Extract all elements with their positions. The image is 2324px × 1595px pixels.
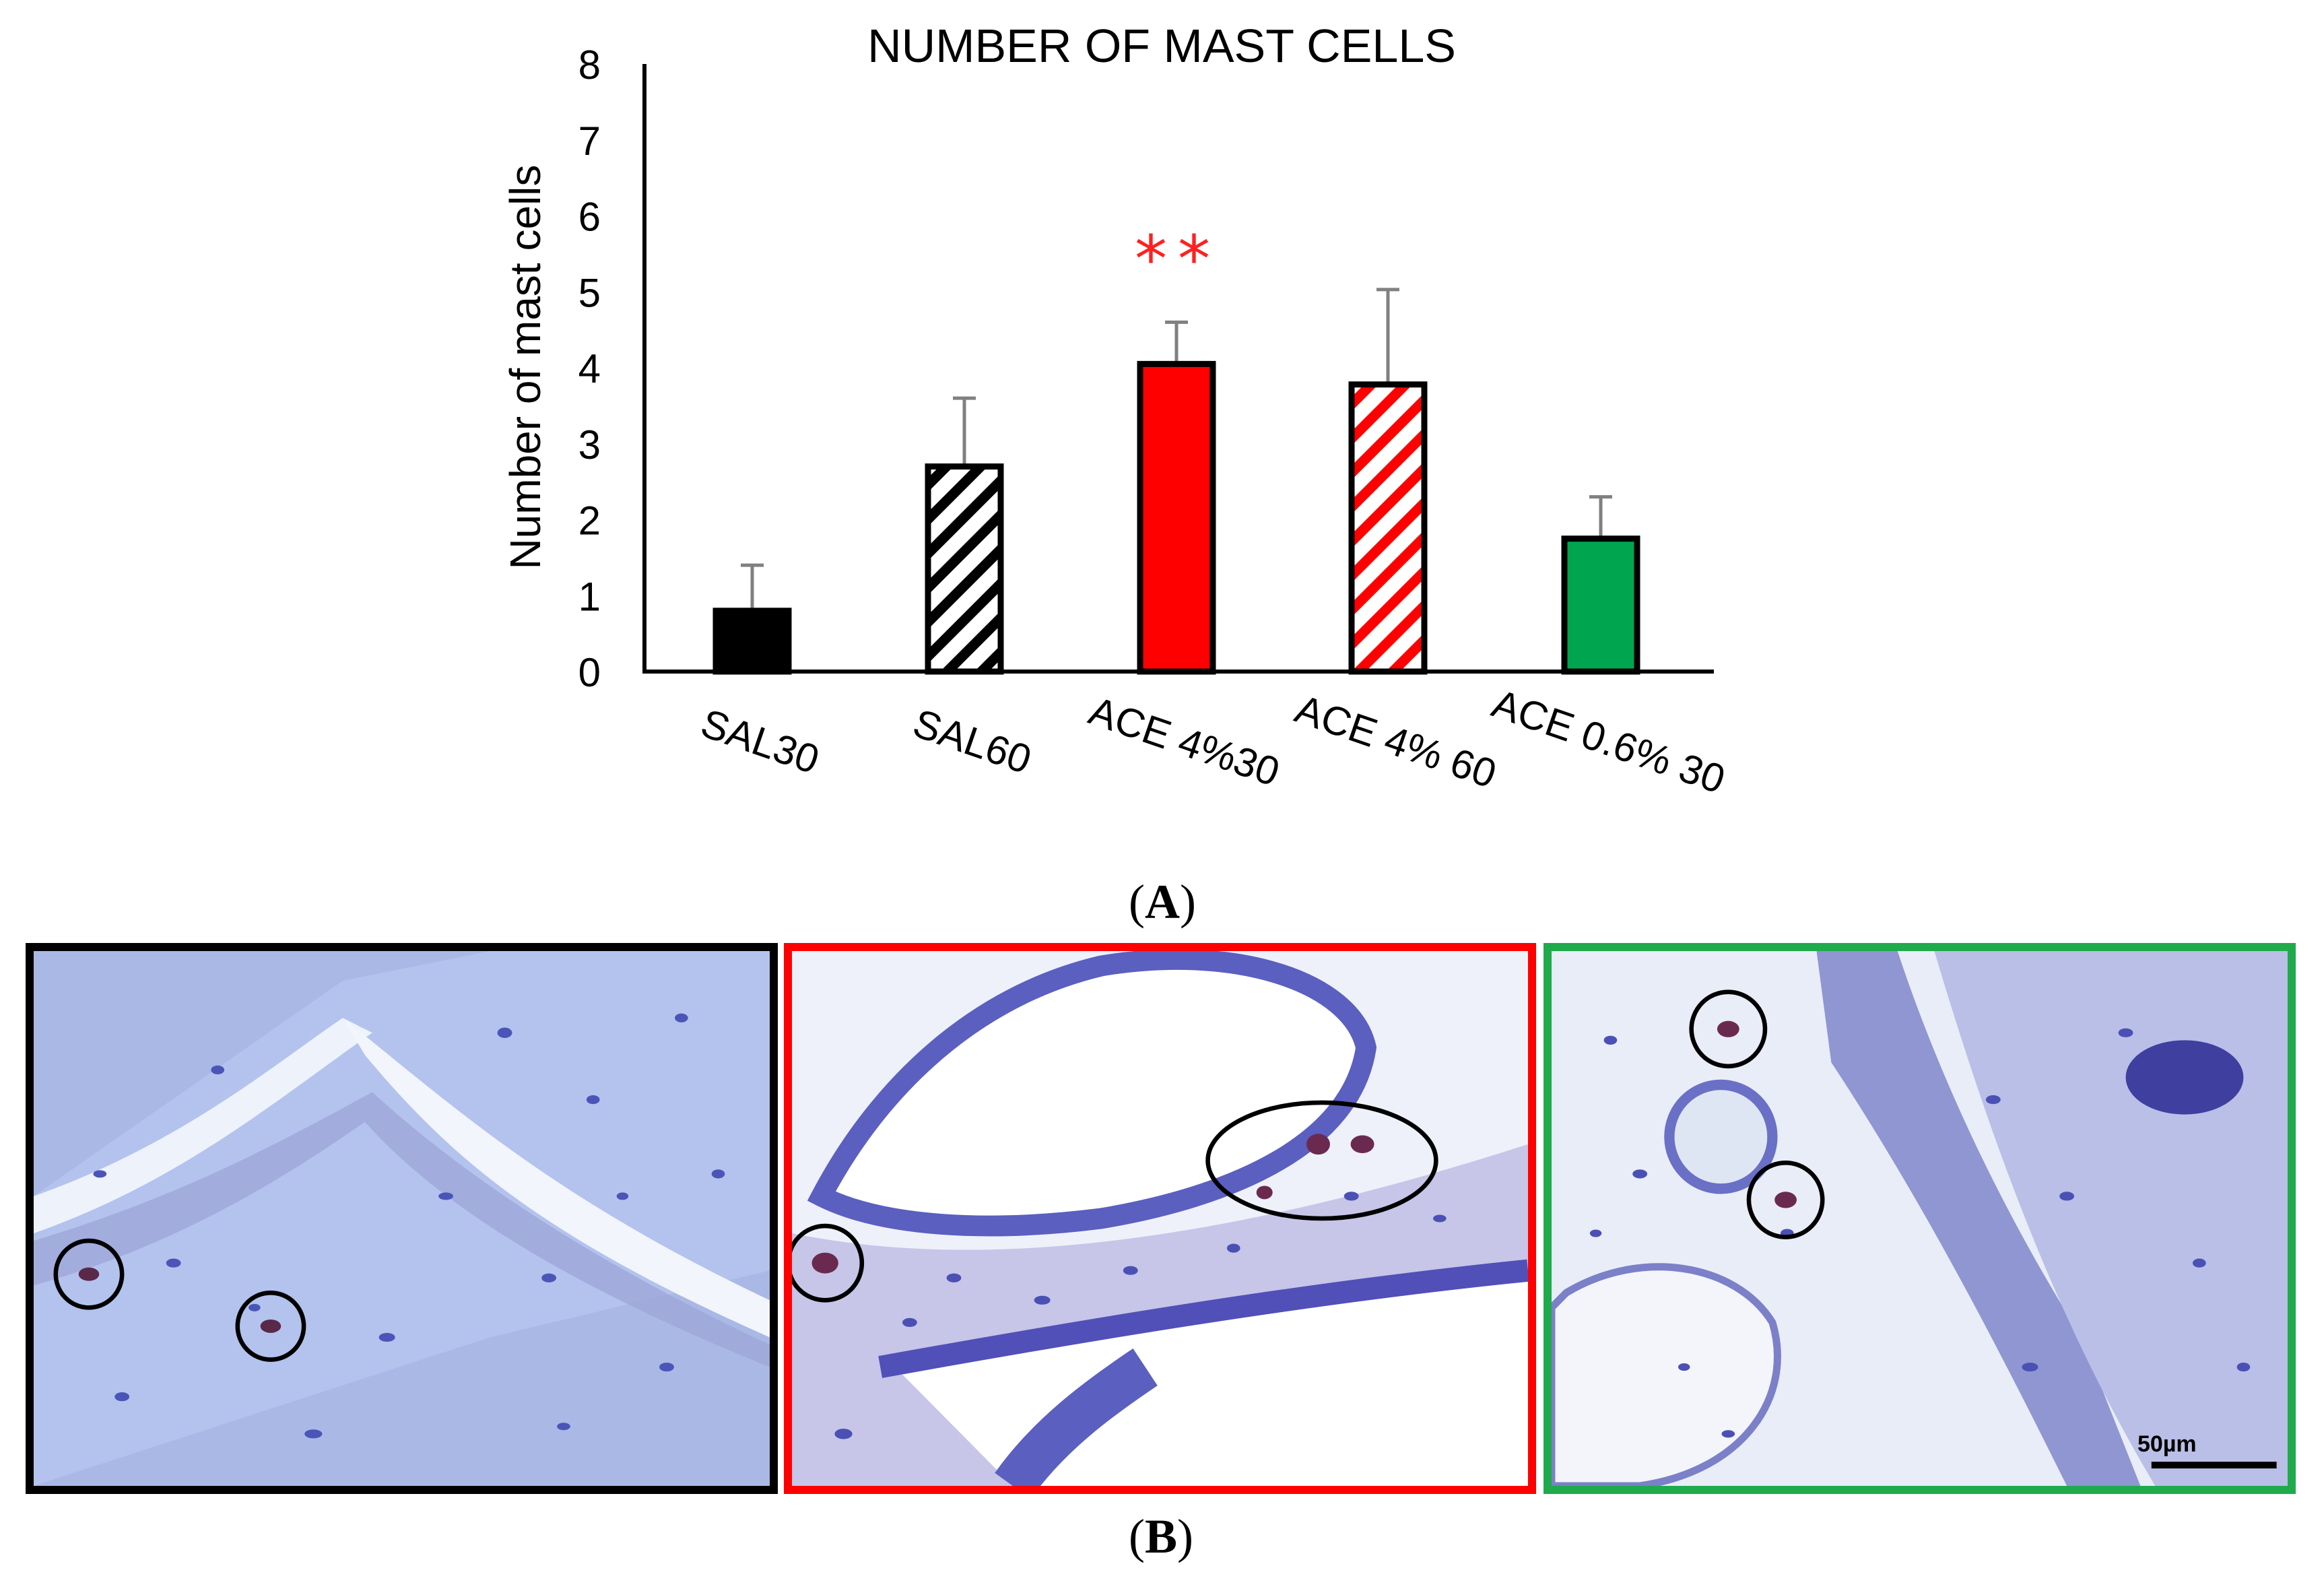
bar-ace-0-6-30 bbox=[1561, 535, 1640, 675]
x-tick-label: SAL60 bbox=[908, 701, 1037, 783]
y-tick-label: 3 bbox=[578, 422, 601, 467]
y-tick-label: 0 bbox=[578, 650, 601, 695]
x-tick-label: ACE 4% 60 bbox=[1290, 686, 1502, 796]
x-tick-label: ACE 0.6% 30 bbox=[1486, 680, 1730, 802]
x-tick-label: SAL30 bbox=[696, 701, 825, 783]
y-tick-label: 4 bbox=[578, 346, 601, 391]
bar-ace-4-60 bbox=[1348, 381, 1428, 675]
chart-title: NUMBER OF MAST CELLS bbox=[867, 20, 1456, 72]
x-tick-label: ACE 4%30 bbox=[1084, 688, 1285, 795]
bar-chart: NUMBER OF MAST CELLS Number of mast cell… bbox=[501, 20, 1731, 802]
bar-sal60 bbox=[925, 463, 1004, 675]
micrograph-ace4-30 bbox=[784, 943, 1536, 1494]
panel-a-label: (A) bbox=[1129, 875, 1196, 929]
micrograph-ace06-30: 50µm bbox=[1543, 943, 2296, 1494]
y-tick-label: 2 bbox=[578, 498, 601, 544]
y-tick-label: 1 bbox=[578, 574, 601, 619]
bar-ace-4-30 bbox=[1137, 360, 1216, 675]
bar-sal30 bbox=[712, 608, 792, 675]
y-tick-label: 7 bbox=[578, 119, 601, 164]
y-axis-label: Number of mast cells bbox=[501, 164, 550, 569]
y-tick-label: 8 bbox=[578, 42, 601, 88]
significance-marker: ** bbox=[1135, 222, 1221, 297]
scale-bar-label: 50µm bbox=[2137, 1431, 2197, 1457]
y-tick-label: 6 bbox=[578, 195, 601, 240]
panel-b-label: (B) bbox=[1129, 1509, 1193, 1563]
micrograph-sal30 bbox=[26, 943, 778, 1494]
y-tick-label: 5 bbox=[578, 270, 601, 315]
